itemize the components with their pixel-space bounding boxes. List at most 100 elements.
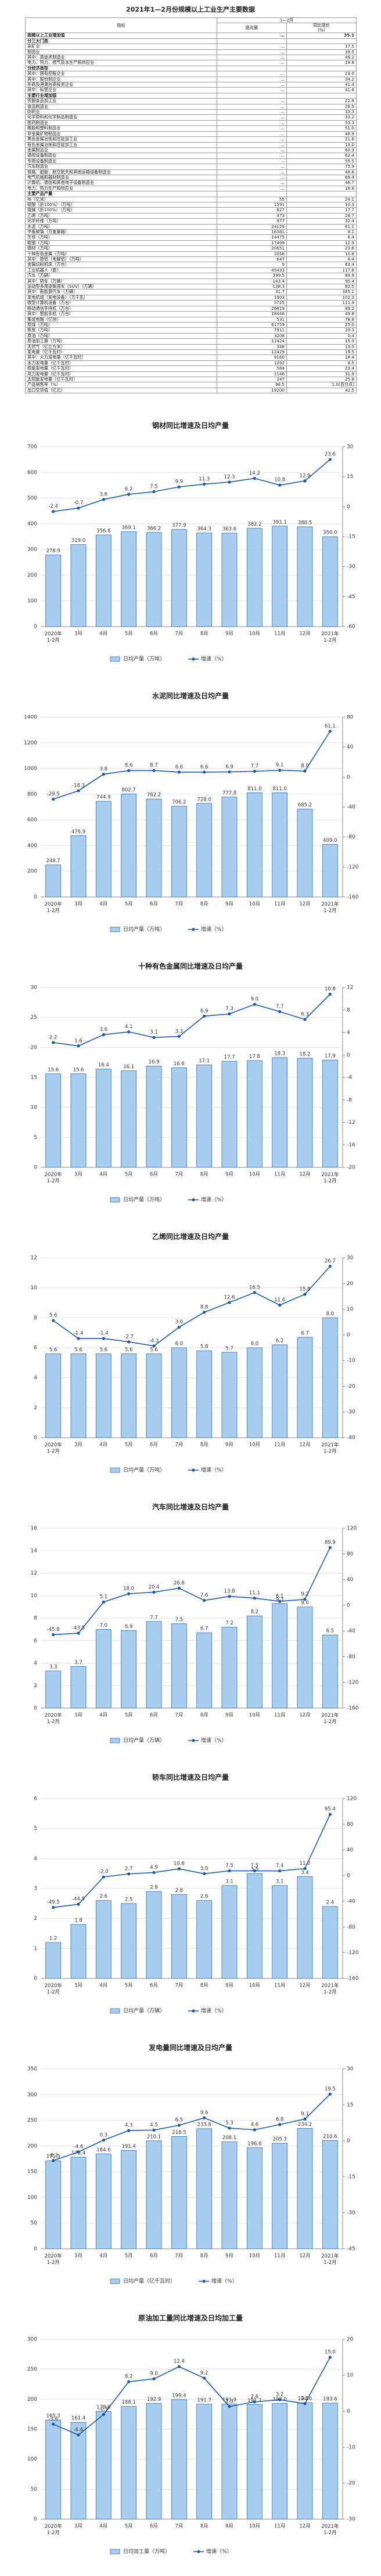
y-tick-label: 600 (27, 470, 37, 476)
x-tick-label: 7月 (175, 2524, 183, 2530)
legend-swatch (110, 1738, 120, 1743)
line-marker (127, 1340, 131, 1344)
table-row: 金属制品业… 60.3 (25, 147, 357, 154)
bar (171, 1894, 187, 1979)
y-tick-label: 25 (31, 1015, 37, 1021)
y-tick-label: 20 (31, 1045, 38, 1051)
line-label: 14.2 (249, 471, 260, 476)
legend-label: 增速（%） (201, 926, 227, 933)
line-label: 12.3 (224, 474, 235, 480)
y2-tick-label: 0 (347, 1873, 350, 1879)
bar-label: 9.0 (301, 1600, 309, 1606)
table-cell: … (217, 153, 287, 159)
y2-tick-label: 20 (347, 1281, 354, 1287)
bar (70, 1073, 87, 1168)
column-header: 1—2月 (217, 17, 357, 24)
bar (272, 1885, 288, 1979)
table-cell: 24129 (217, 223, 287, 230)
line-marker (228, 2126, 231, 2130)
bar (95, 1069, 112, 1168)
bar-label: 191.7 (197, 2397, 211, 2403)
y-tick-label: 200 (27, 573, 37, 578)
y-tick-label: 0 (34, 1706, 37, 1712)
bar (146, 1353, 162, 1438)
legend-swatch (197, 2550, 200, 2553)
line-marker (303, 1867, 307, 1871)
table-cell: 焦炭（万吨） (25, 327, 217, 334)
table-cell (217, 92, 287, 99)
table-cell: 12429 (217, 349, 287, 356)
x-tick-label: 12月 (299, 1983, 310, 1989)
bar (45, 1670, 62, 1709)
table-cell (217, 38, 287, 45)
line-marker (253, 2128, 256, 2132)
bar-label: 194.0 (298, 2396, 312, 2402)
y2-tick-label: 30 (347, 1256, 354, 1261)
line-label: 9.9 (175, 479, 184, 485)
y-tick-label: 50 (31, 2487, 38, 2492)
bar-label: 811.0 (247, 786, 261, 792)
y-tick-label: 300 (27, 2337, 37, 2343)
line-label: 2.2 (49, 1034, 57, 1040)
y2-tick-label: -20 (347, 1384, 355, 1390)
y2-tick-label: -45 (347, 594, 355, 600)
bar (45, 864, 62, 898)
line-marker (177, 1586, 181, 1590)
table-cell: 60.3 (286, 147, 357, 154)
table-cell: … (217, 71, 287, 77)
line-marker (102, 1875, 105, 1879)
bar-label: 3.1 (276, 1879, 284, 1884)
x-tick-label: 4月 (99, 631, 107, 637)
line-marker (328, 1265, 332, 1268)
x-tick-label: 9月 (225, 1983, 233, 1989)
legend-swatch (192, 1739, 195, 1742)
line-marker (203, 770, 206, 774)
table-row: 硫酸（折100%）（万吨） 1591 10.3 (25, 201, 357, 208)
table-row: 铁路、船舶、航空航天和其他运输设备制造业… 48.6 (25, 169, 357, 175)
y2-tick-label: -160 (347, 1706, 359, 1712)
bar (70, 835, 87, 898)
bar (121, 2406, 137, 2520)
table-row: 原油加工量（万吨） 11424 15.0 (25, 338, 357, 345)
bar (272, 793, 288, 898)
bar-label: 184.6 (96, 2147, 110, 2153)
table-cell: … (217, 174, 287, 181)
bar-label: 364.3 (197, 526, 211, 532)
y-tick-label: 8 (34, 1315, 37, 1321)
bar (297, 526, 313, 627)
table-cell: 有色金属冶炼和压延加工业 (25, 142, 217, 148)
table-cell: 化学原料和化学制品制造业 (25, 114, 217, 121)
table-cell: 61759 (217, 321, 287, 328)
y2-tick-label: 0 (347, 2409, 350, 2415)
bar (221, 1885, 238, 1979)
line-label: 7.5 (251, 1863, 259, 1869)
y-tick-label: 500 (27, 495, 37, 501)
bar-label: 382.2 (247, 522, 261, 527)
bar (196, 533, 213, 627)
x-tick-label: 6月 (150, 2524, 158, 2530)
y-tick-label: 0 (34, 2517, 37, 2523)
table-cell: 16.6 (286, 185, 357, 192)
line-marker (203, 1598, 206, 1602)
line-label: 6.6 (200, 764, 209, 770)
y-tick-label: 12 (31, 1256, 37, 1261)
table-cell: 24.1 (286, 196, 357, 203)
table-cell: 647 (217, 256, 287, 263)
bar (95, 1900, 112, 1979)
table-row: 风力发电量（亿千瓦时） 1146 31.9 (25, 371, 357, 378)
line-label: 3.3 (175, 1029, 184, 1034)
bar (272, 526, 288, 627)
x-tick-label: 6月 (150, 902, 158, 907)
line-label: 12.6 (224, 1295, 235, 1301)
table-cell: 20651 (217, 245, 287, 252)
bar (146, 1621, 162, 1709)
line-marker (253, 1869, 256, 1873)
line-label: 15.8 (300, 1286, 311, 1292)
y2-tick-label: 0 (347, 1052, 350, 1058)
line-marker (152, 769, 156, 772)
line-label: 4.9 (150, 1865, 158, 1871)
legend-label: 日均产量（万辆） (123, 2007, 165, 2014)
table-cell: … (217, 87, 287, 93)
y2-tick-label: 40 (347, 1847, 354, 1853)
y2-tick-label: 30 (347, 444, 354, 450)
